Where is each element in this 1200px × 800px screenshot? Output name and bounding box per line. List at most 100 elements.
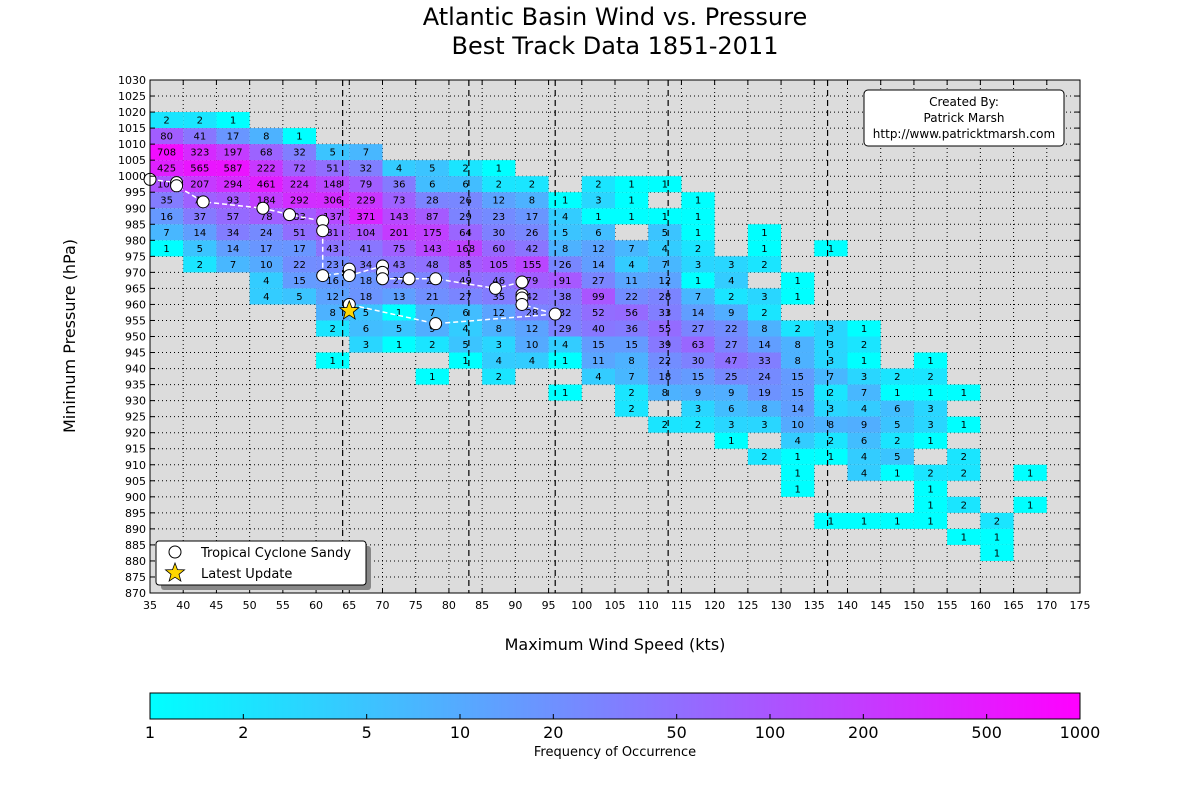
heatmap-cell	[681, 224, 715, 241]
heatmap-cell	[150, 208, 184, 225]
y-tick-label: 1000	[118, 170, 146, 183]
sandy-track-point	[376, 272, 389, 286]
cell-count-label: 81	[326, 228, 339, 239]
heatmap-cell	[781, 368, 815, 385]
heatmap-cell	[648, 176, 682, 193]
heatmap-cell	[781, 336, 815, 353]
cell-count-label: 1	[794, 276, 800, 287]
heatmap-cell	[648, 224, 682, 241]
cell-count-label: 148	[323, 180, 342, 191]
cell-count-label: 175	[423, 228, 442, 239]
cell-count-label: 1	[562, 356, 568, 367]
heatmap-cell	[648, 304, 682, 321]
cell-count-label: 12	[526, 324, 539, 335]
cell-count-label: 7	[828, 372, 834, 383]
heatmap-cell	[382, 256, 416, 273]
cell-count-label: 1	[927, 356, 933, 367]
heatmap-cell	[1013, 496, 1047, 513]
cell-count-label: 1	[695, 276, 701, 287]
cell-count-label: 46	[492, 276, 505, 287]
heatmap-cell	[913, 368, 948, 385]
heatmap-cell	[913, 384, 948, 401]
cell-count-label: 104	[356, 228, 375, 239]
cell-count-label: 6	[861, 436, 867, 447]
cell-count-label: 294	[223, 180, 242, 191]
cell-count-label: 52	[592, 308, 605, 319]
sandy-track-point	[170, 179, 184, 193]
heatmap-cell	[913, 352, 948, 369]
cell-count-label: 15	[293, 276, 306, 287]
heatmap-cell	[581, 240, 615, 257]
heatmap-cell	[216, 144, 250, 161]
cell-count-label: 51	[326, 164, 339, 175]
heatmap-cell	[548, 256, 582, 273]
cell-count-label: 1	[761, 244, 767, 255]
cell-count-label: 27	[692, 324, 705, 335]
heatmap-cell	[382, 192, 416, 209]
cell-count-label: 85	[459, 260, 472, 271]
heatmap-cell	[947, 496, 981, 513]
cell-count-label: 2	[961, 468, 967, 479]
heatmap-cell	[880, 512, 914, 529]
cell-count-label: 16	[326, 276, 339, 287]
heatmap-cell	[282, 224, 317, 241]
cell-count-label: 91	[559, 276, 572, 287]
sandy-track-point	[429, 317, 443, 331]
heatmap-cell	[515, 352, 549, 369]
heatmap-cell	[747, 416, 782, 433]
heatmap-cell	[648, 256, 682, 273]
heatmap-cell	[216, 208, 250, 225]
sandy-track-point	[283, 208, 296, 222]
heatmap-cell	[548, 272, 582, 289]
sandy-track-point	[488, 281, 502, 295]
heatmap-cell	[515, 336, 549, 353]
heatmap-cell	[947, 528, 981, 545]
cell-count-label: 12	[492, 196, 505, 207]
heatmap-cell	[150, 160, 184, 177]
cell-count-label: 1	[927, 500, 933, 511]
x-tick-label: 95	[542, 599, 556, 612]
cell-count-label: 39	[658, 340, 671, 351]
cell-count-label: 36	[625, 324, 638, 335]
heatmap-cell	[814, 352, 848, 369]
cell-count-label: 78	[260, 212, 273, 223]
cell-count-label: 23	[326, 260, 339, 271]
legend-box	[155, 540, 367, 586]
heatmap-cell	[913, 496, 948, 513]
heatmap-cell	[681, 288, 715, 305]
cell-count-label: 9	[728, 388, 734, 399]
heatmap-cell	[150, 128, 184, 145]
x-tick-label: 125	[737, 599, 758, 612]
heatmap-cell	[448, 288, 483, 305]
heatmap-cell	[880, 416, 914, 433]
cell-count-label: 9	[728, 308, 734, 319]
x-tick-label: 145	[870, 599, 891, 612]
heatmap-cell	[980, 512, 1014, 529]
heatmap-cell	[548, 384, 582, 401]
heatmap-cell	[482, 304, 516, 321]
cell-count-label: 51	[293, 228, 306, 239]
heatmap-cell	[448, 304, 483, 321]
x-tick-label: 70	[376, 599, 390, 612]
cell-count-label: 197	[223, 148, 242, 159]
cell-count-label: 27	[592, 276, 605, 287]
cell-count-label: 8	[529, 196, 535, 207]
cell-count-label: 18	[360, 276, 373, 287]
heatmap-cell	[282, 272, 317, 289]
heatmap-cell	[847, 512, 881, 529]
cell-count-label: 1	[628, 196, 634, 207]
x-tick-label: 135	[804, 599, 825, 612]
cell-count-label: 26	[559, 260, 572, 271]
heatmap-cell	[781, 272, 815, 289]
heatmap-cell	[216, 128, 250, 145]
heatmap-cell	[349, 240, 383, 257]
cell-count-label: 15	[791, 388, 804, 399]
heatmap-cell	[581, 336, 615, 353]
cell-count-label: 7	[230, 260, 236, 271]
heatmap-cell	[216, 160, 250, 177]
heatmap-cell	[548, 208, 582, 225]
heatmap-cell	[681, 192, 715, 209]
heatmap-cell	[913, 432, 948, 449]
heatmap-cell	[183, 256, 217, 273]
heatmap-cell	[880, 432, 914, 449]
